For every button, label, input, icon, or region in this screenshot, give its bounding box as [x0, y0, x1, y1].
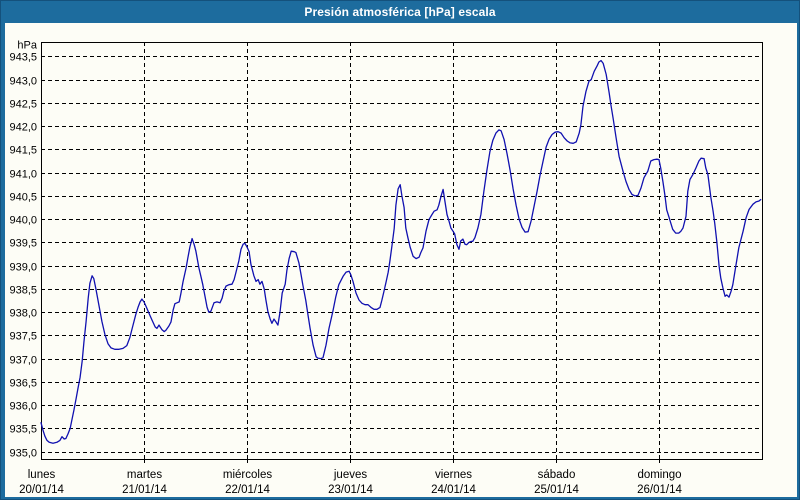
chart-title: Presión atmosférica [hPa] escala	[304, 5, 496, 19]
chart-panel	[5, 23, 797, 497]
chart-title-bar: Presión atmosférica [hPa] escala	[1, 1, 799, 23]
